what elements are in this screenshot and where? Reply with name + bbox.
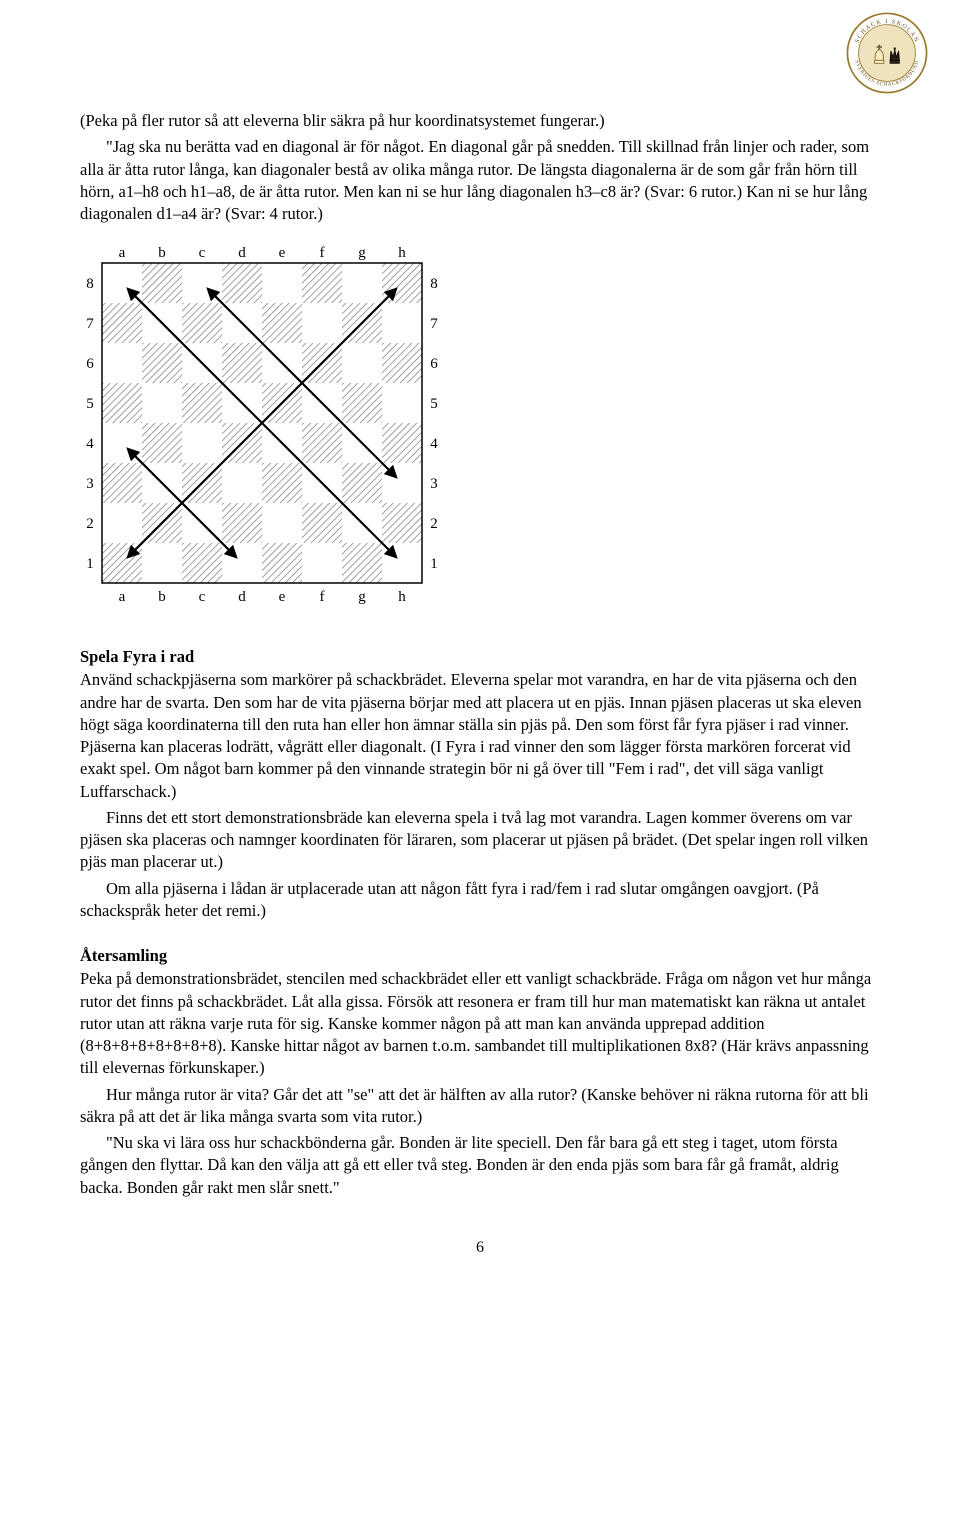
- svg-text:3: 3: [430, 476, 438, 492]
- body-paragraph: Finns det ett stort demonstrationsbräde …: [80, 807, 880, 874]
- page-number: 6: [80, 1239, 880, 1257]
- section-heading: Återsamling: [80, 946, 880, 966]
- svg-text:5: 5: [86, 396, 94, 412]
- svg-text:f: f: [320, 589, 325, 605]
- svg-text:8: 8: [86, 276, 94, 292]
- svg-text:g: g: [358, 589, 366, 605]
- svg-text:5: 5: [430, 396, 438, 412]
- svg-text:d: d: [238, 245, 246, 261]
- federation-logo: SCHACK I SKOLAN SVERIGES SCHACKFÖRBUND: [844, 10, 930, 96]
- svg-text:7: 7: [86, 316, 94, 332]
- svg-text:a: a: [119, 245, 126, 261]
- svg-text:h: h: [398, 245, 406, 261]
- svg-text:e: e: [279, 245, 286, 261]
- chessboard-diagram: a b c d e f g h 8 8 7 7 6 6 5 5 4 4 3 3 2 2 1 1 a b c d e f g h: [80, 243, 440, 623]
- svg-text:a: a: [119, 589, 126, 605]
- body-paragraph: "Nu ska vi lära oss hur schackbönderna g…: [80, 1132, 880, 1199]
- body-paragraph: Använd schackpjäserna som markörer på sc…: [80, 669, 880, 803]
- svg-text:c: c: [199, 245, 206, 261]
- svg-text:d: d: [238, 589, 246, 605]
- body-paragraph: (Peka på fler rutor så att eleverna blir…: [80, 110, 880, 132]
- svg-text:e: e: [279, 589, 286, 605]
- svg-text:f: f: [320, 245, 325, 261]
- svg-text:1: 1: [86, 556, 94, 572]
- body-paragraph: Om alla pjäserna i lådan är utplacerade …: [80, 878, 880, 923]
- svg-text:1: 1: [430, 556, 438, 572]
- svg-text:2: 2: [430, 516, 438, 532]
- body-paragraph: "Jag ska nu berätta vad en diagonal är f…: [80, 136, 880, 225]
- svg-text:6: 6: [430, 356, 438, 372]
- document-page: SCHACK I SKOLAN SVERIGES SCHACKFÖRBUND: [0, 0, 960, 1297]
- section-heading: Spela Fyra i rad: [80, 647, 880, 667]
- svg-text:3: 3: [86, 476, 94, 492]
- svg-text:b: b: [158, 589, 166, 605]
- svg-text:c: c: [199, 589, 206, 605]
- svg-text:h: h: [398, 589, 406, 605]
- svg-text:7: 7: [430, 316, 438, 332]
- svg-text:g: g: [358, 245, 366, 261]
- svg-text:4: 4: [86, 436, 94, 452]
- svg-text:2: 2: [86, 516, 94, 532]
- svg-text:8: 8: [430, 276, 438, 292]
- body-paragraph: Peka på demonstrationsbrädet, stencilen …: [80, 968, 880, 1079]
- svg-text:4: 4: [430, 436, 438, 452]
- svg-text:6: 6: [86, 356, 94, 372]
- svg-text:b: b: [158, 245, 166, 261]
- body-paragraph: Hur många rutor är vita? Går det att "se…: [80, 1084, 880, 1129]
